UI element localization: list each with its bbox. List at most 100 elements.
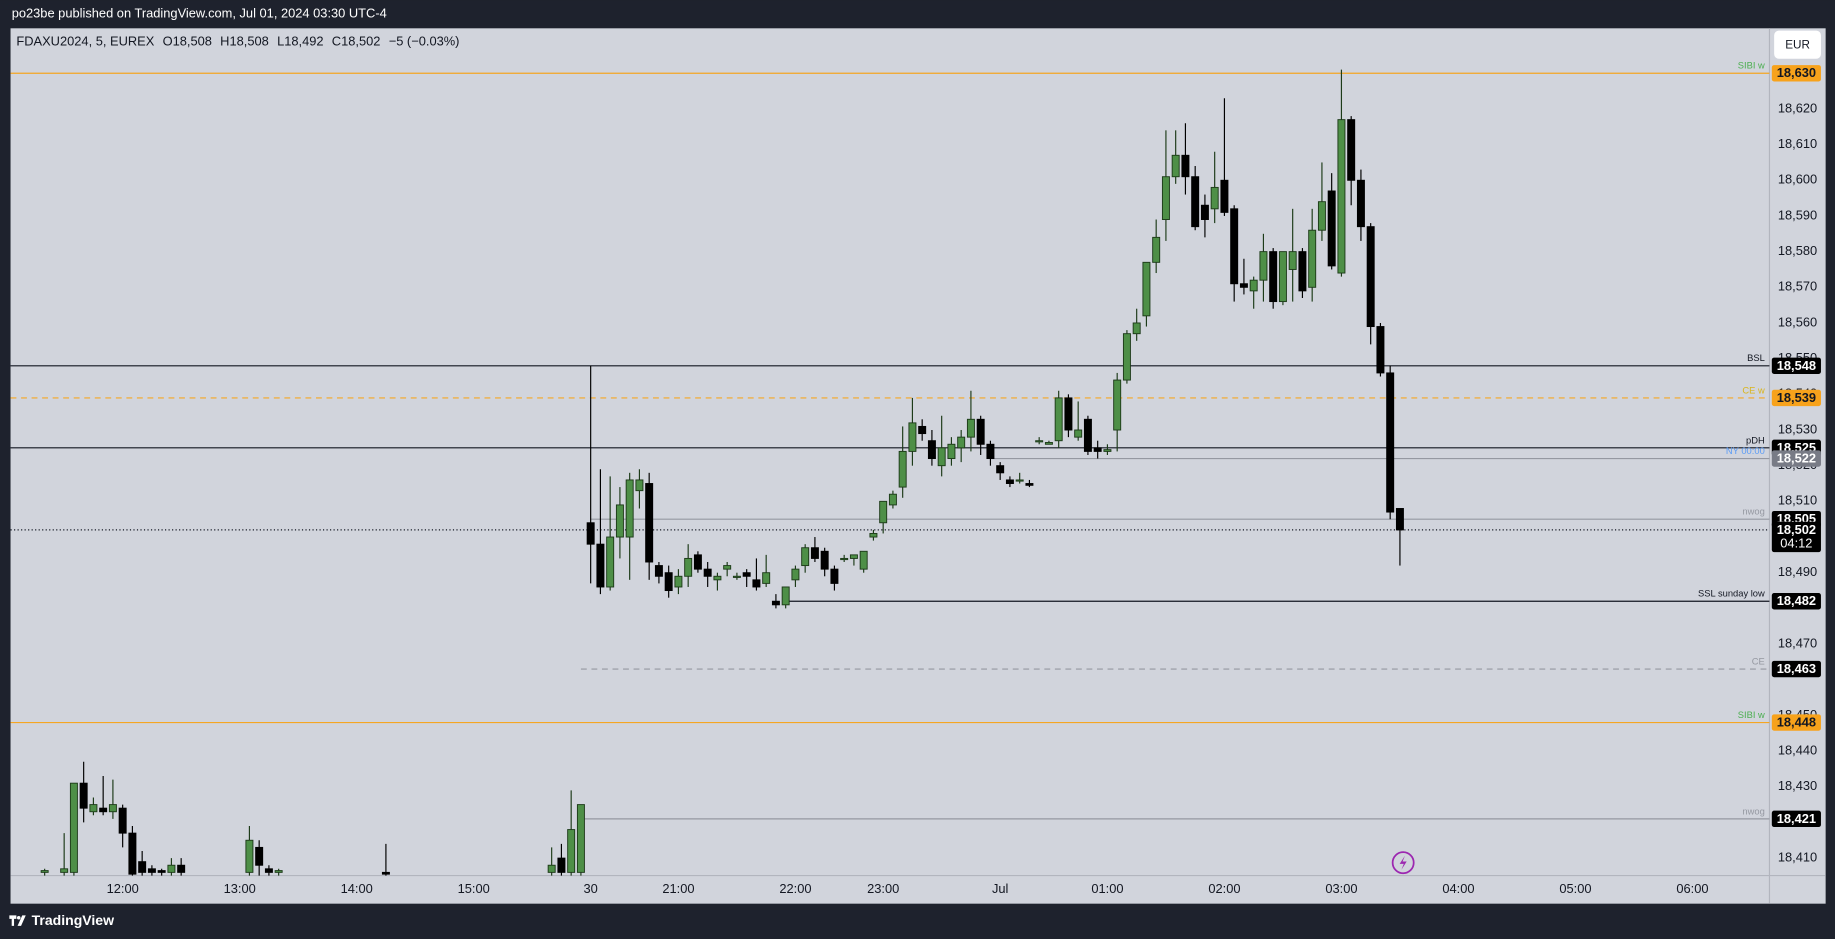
legend-open: O18,508 [163,34,212,49]
candle-body [1288,251,1297,270]
candle-body [1093,447,1102,452]
y-tick-label: 18,590 [1778,207,1817,222]
candle-body [1278,251,1287,303]
price-box-label: 18,448 [1777,715,1816,730]
candle-body [976,418,985,445]
y-tick-label: 18,610 [1778,136,1817,151]
candle-body [255,846,264,866]
legend-close: C18,502 [332,34,381,49]
chart-panel [10,28,1826,904]
candle-body [547,864,556,873]
price-box-label: 18,502 [1777,522,1816,537]
currency-label[interactable]: EUR [1785,38,1810,51]
x-tick-label: 21:00 [662,881,694,896]
candle-body [1064,397,1073,431]
candle-body [654,565,663,577]
candle-body [1005,479,1014,484]
x-tick-label: 06:00 [1676,881,1708,896]
brand-name[interactable]: TradingView [32,912,114,928]
candle-body [138,861,147,873]
x-tick-label: 23:00 [867,881,899,896]
alert-icon[interactable] [1391,851,1415,875]
price-box [1771,521,1821,553]
candle-body [1083,418,1092,452]
candle-body [1259,251,1268,281]
candle-body [99,807,108,813]
x-tick-label: 04:00 [1442,881,1474,896]
candle-body [1191,176,1200,228]
candle-body [927,440,936,460]
price-box-label: 18,522 [1777,451,1816,466]
currency-button[interactable] [1774,30,1821,59]
price-box [1771,389,1821,407]
x-tick-label: 03:00 [1325,881,1357,896]
candle-body [645,483,654,563]
y-tick-label: 18,440 [1778,742,1817,757]
candle-body [771,600,780,606]
candle-body [937,447,946,467]
candle-body [264,868,273,873]
candle-body [586,522,595,545]
candle-body [1230,208,1239,285]
price-box-label: 18,463 [1777,661,1816,676]
price-box-label: 18,421 [1777,811,1816,826]
y-tick-label: 18,620 [1778,100,1817,115]
candle-body [752,579,761,588]
candle-body [1035,440,1044,443]
y-tick-label: 18,580 [1778,243,1817,258]
candle-body [89,804,98,813]
candle-body [957,436,966,449]
symbol-legend: FDAXU2024, 5, EUREX O18,508 H18,508 L18,… [16,34,459,49]
candle-body [1132,322,1141,335]
candle-body [1103,449,1112,452]
candle-body [996,465,1005,474]
candle-body [830,568,839,584]
candle-body [908,422,917,452]
candle-body [1327,190,1336,267]
candle-body [1356,179,1365,228]
candle-body [849,554,858,559]
series-layer [10,69,1770,876]
level-name: SIBI w [1738,61,1765,71]
candle-body [60,868,69,873]
x-tick-label: 05:00 [1559,881,1591,896]
countdown: 04:12 [1780,535,1812,550]
price-box-label: 18,630 [1777,65,1816,80]
candle-body [381,871,390,875]
level-name: nwog [1742,806,1764,816]
publisher-note: po23be published on TradingView.com, Jul… [12,6,387,21]
y-tick-label: 18,410 [1778,850,1817,865]
candle-body [1044,442,1053,445]
candle-body [615,504,624,538]
level-name: CE [1752,656,1765,666]
x-tick-label: Jul [992,881,1008,896]
candle-body [888,493,897,506]
candle-body [1181,154,1190,178]
candle-body [1152,236,1161,263]
x-tick-label: 30 [584,881,598,896]
candle-body [801,547,810,567]
candle-body [1015,479,1024,482]
candle-body [762,572,771,584]
y-tick-label: 18,530 [1778,421,1817,436]
y-tick-label: 18,490 [1778,564,1817,579]
brand-logo[interactable] [9,915,26,926]
level-name: SSL sunday low [1698,589,1765,599]
candle-body [1308,229,1317,288]
candle-body [108,804,117,813]
candle-body [79,782,88,809]
candle-body [781,586,790,606]
y-tick-label: 18,600 [1778,172,1817,187]
y-tick-label: 18,510 [1778,493,1817,508]
price-box [1771,65,1821,82]
price-box-label: 18,548 [1777,358,1816,373]
candle-body [245,839,254,873]
candle-body [1161,176,1170,220]
candle-body [879,500,888,524]
level-name: NY 00:00 [1726,446,1765,456]
candle-body [596,543,605,588]
candle-body [869,532,878,538]
price-box [1771,810,1821,828]
candle-body [810,547,819,559]
